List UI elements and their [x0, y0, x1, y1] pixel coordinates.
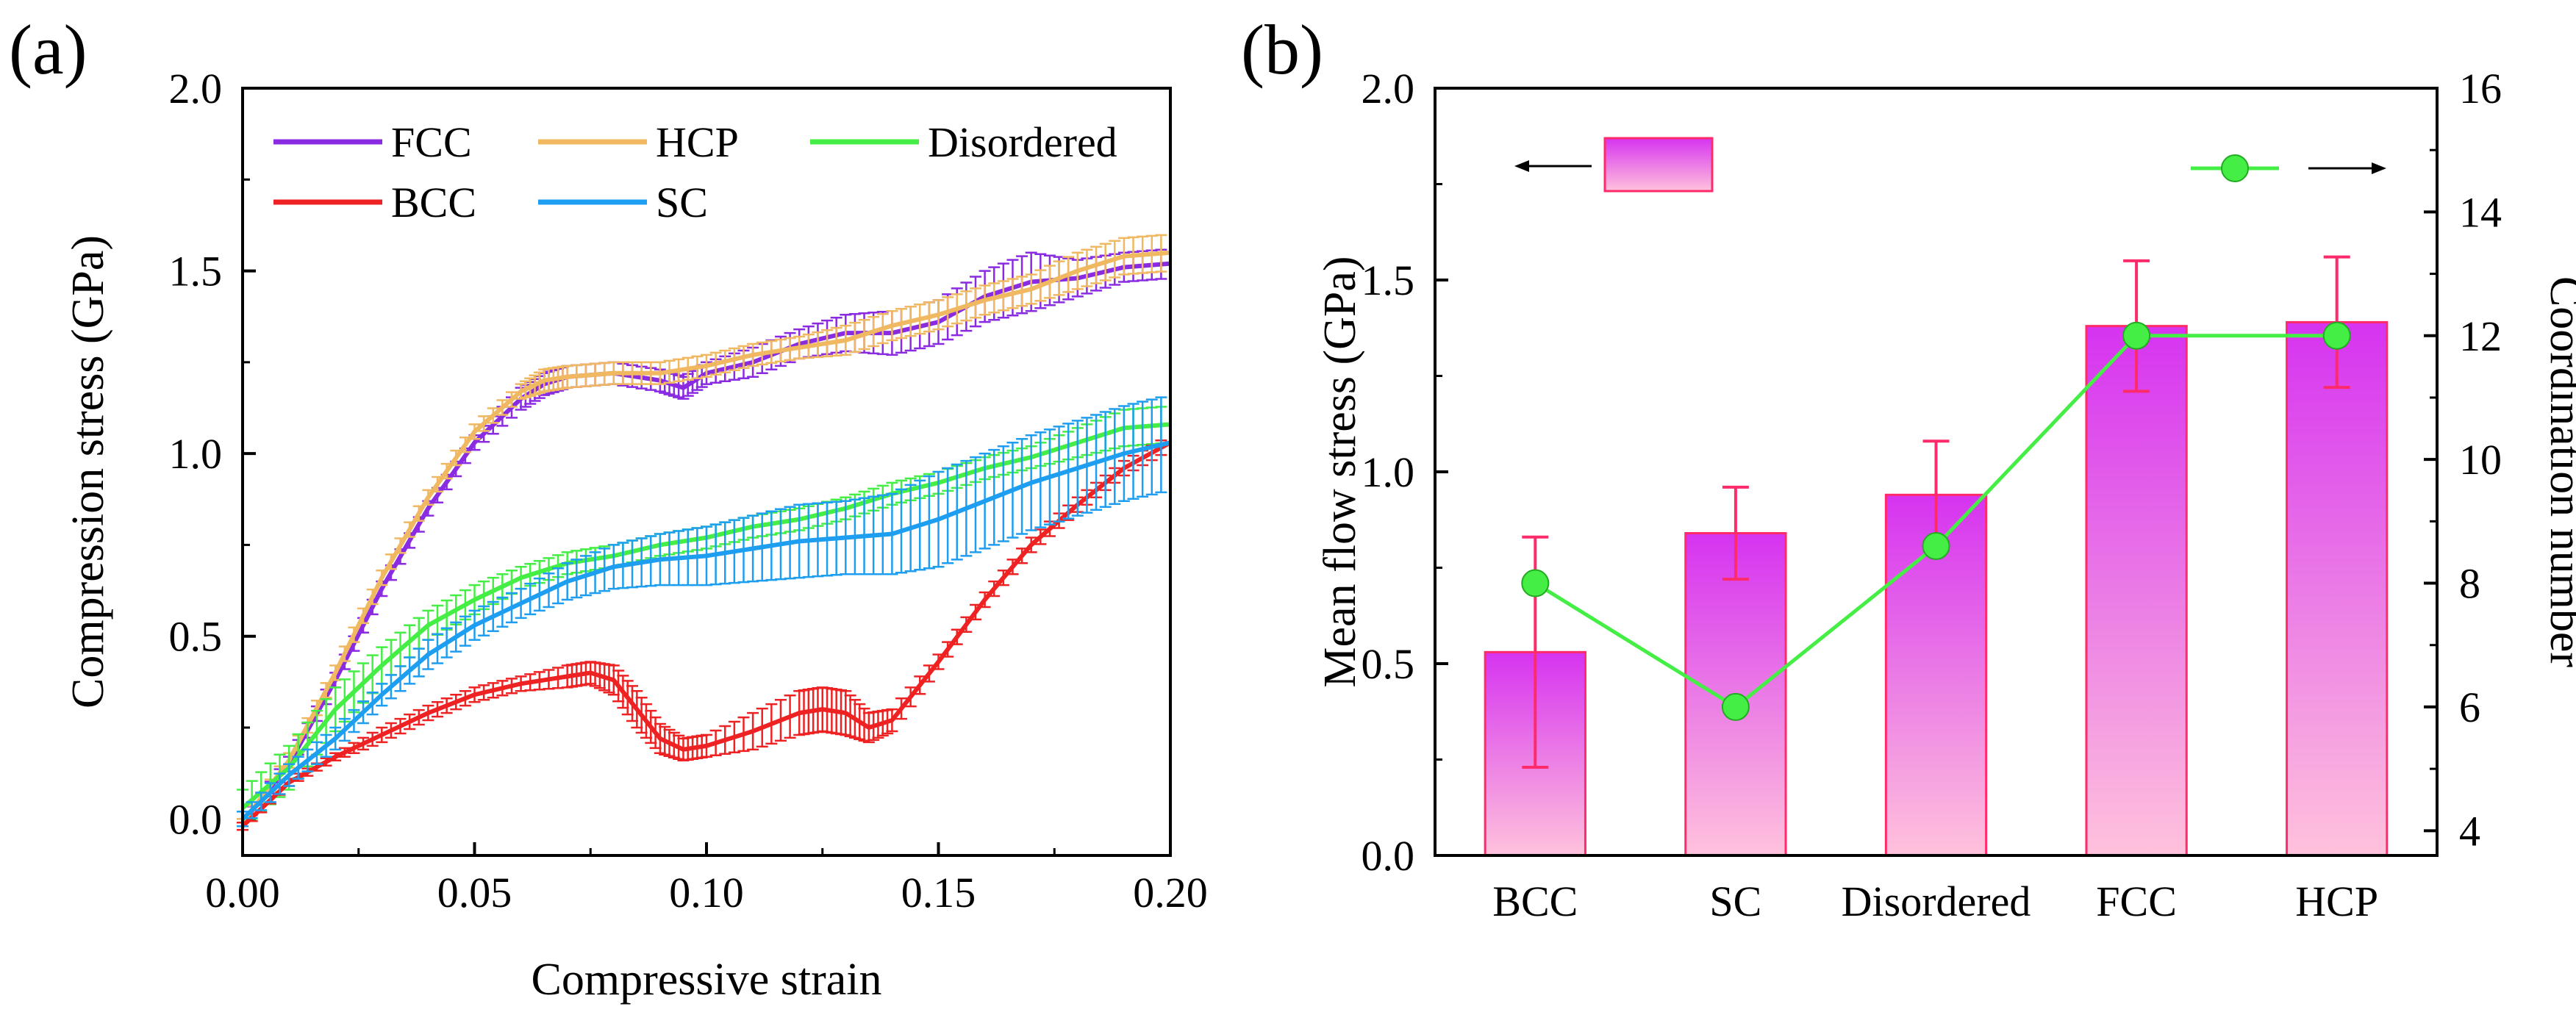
- y-tick-label: 0.0: [169, 795, 223, 843]
- left-tick-label: 0.0: [1362, 832, 1415, 880]
- category-label-fcc: FCC: [2096, 878, 2177, 925]
- x-tick-label: 0.10: [669, 869, 744, 916]
- panel-b: (b) 0.0 0.5 1.0 1.5 2.0 4 6 8 10 12 14 16 BCC SC Disor…: [1241, 10, 2576, 925]
- bar-fcc: [2085, 325, 2188, 857]
- panel-b-ticks: 0.0 0.5 1.0 1.5 2.0 4 6 8 10 12 14 16 BCC SC Disordere…: [1362, 65, 2502, 925]
- x-tick-label: 0.15: [901, 869, 976, 916]
- right-tick-label: 12: [2459, 312, 2502, 360]
- right-tick-label: 14: [2459, 188, 2502, 236]
- left-tick-label: 1.0: [1362, 448, 1415, 496]
- category-label-hcp: HCP: [2295, 878, 2378, 925]
- series-line-fcc: [240, 261, 1171, 825]
- panel-b-coordination-line: [1521, 321, 2351, 721]
- coordination-point-hcp: [2322, 321, 2351, 350]
- x-tick-label: 0.20: [1133, 869, 1208, 916]
- x-tick-label: 0.05: [437, 869, 512, 916]
- legend-label-disordered: Disordered: [928, 118, 1117, 166]
- y-tick-label: 2.0: [169, 65, 223, 112]
- left-arrow-head-icon: [1514, 160, 1529, 172]
- left-tick-label: 1.5: [1362, 256, 1415, 304]
- right-tick-label: 10: [2459, 436, 2502, 484]
- panel-b-legend-keys: [1514, 137, 2386, 193]
- panel-a-frame: [241, 87, 1172, 857]
- y-tick-label: 1.0: [169, 430, 223, 478]
- category-label-bcc: BCC: [1492, 878, 1578, 925]
- coordination-point-bcc: [1521, 569, 1550, 597]
- panel-b-right-axis-title: Coordination number: [2541, 276, 2576, 667]
- panel-a: (a) 0.00 0.05 0.10 0.15 0.200.00.51.01.52.0 …: [9, 10, 1208, 1005]
- panel-a-legend: FCC HCP Disordered BCC SC: [273, 118, 1117, 226]
- right-arrow-head-icon: [2372, 162, 2386, 174]
- category-label-sc: SC: [1709, 878, 1761, 925]
- coordination-point-disordered: [1922, 532, 1950, 561]
- coordination-point-sc: [1721, 692, 1750, 721]
- panel-b-label: (b): [1241, 10, 1323, 89]
- panel-a-series: [237, 234, 1172, 831]
- x-tick-label: 0.00: [205, 869, 280, 916]
- right-tick-label: 16: [2459, 65, 2502, 112]
- left-tick-label: 0.5: [1362, 640, 1415, 688]
- legend-label-fcc: FCC: [391, 118, 472, 166]
- right-tick-label: 6: [2459, 683, 2480, 731]
- series-sc: [237, 396, 1171, 828]
- legend-label-hcp: HCP: [656, 118, 739, 166]
- series-line-bcc: [240, 440, 1172, 828]
- series-hcp: [237, 234, 1171, 828]
- right-tick-label: 4: [2459, 807, 2480, 855]
- y-tick-label: 0.5: [169, 613, 223, 661]
- legend-label-bcc: BCC: [391, 179, 476, 226]
- panel-a-x-axis-title: Compressive strain: [532, 955, 882, 1005]
- panel-a-label: (a): [9, 10, 87, 89]
- right-tick-label: 8: [2459, 560, 2480, 608]
- left-tick-label: 2.0: [1362, 65, 1415, 112]
- panel-b-frame: [1434, 87, 2439, 857]
- series-line-hcp: [240, 250, 1171, 825]
- panel-a-ticks: 0.00 0.05 0.10 0.15 0.20 0.0 0.5 1.0 1.5 2.0: [169, 65, 1208, 916]
- legend-label-sc: SC: [656, 179, 708, 226]
- bar-legend-swatch: [1603, 137, 1714, 193]
- panel-a-y-axis-title: Compression stress (GPa): [63, 235, 113, 708]
- coordination-point-fcc: [2122, 321, 2151, 350]
- panel-b-left-axis-title: Mean flow stress (GPa): [1315, 256, 1365, 687]
- category-label-disordered: Disordered: [1842, 878, 2031, 925]
- series-line-sc: [240, 440, 1171, 821]
- y-tick-label: 1.5: [169, 248, 223, 295]
- bar-hcp: [2286, 320, 2389, 857]
- line-legend-marker: [2221, 154, 2249, 182]
